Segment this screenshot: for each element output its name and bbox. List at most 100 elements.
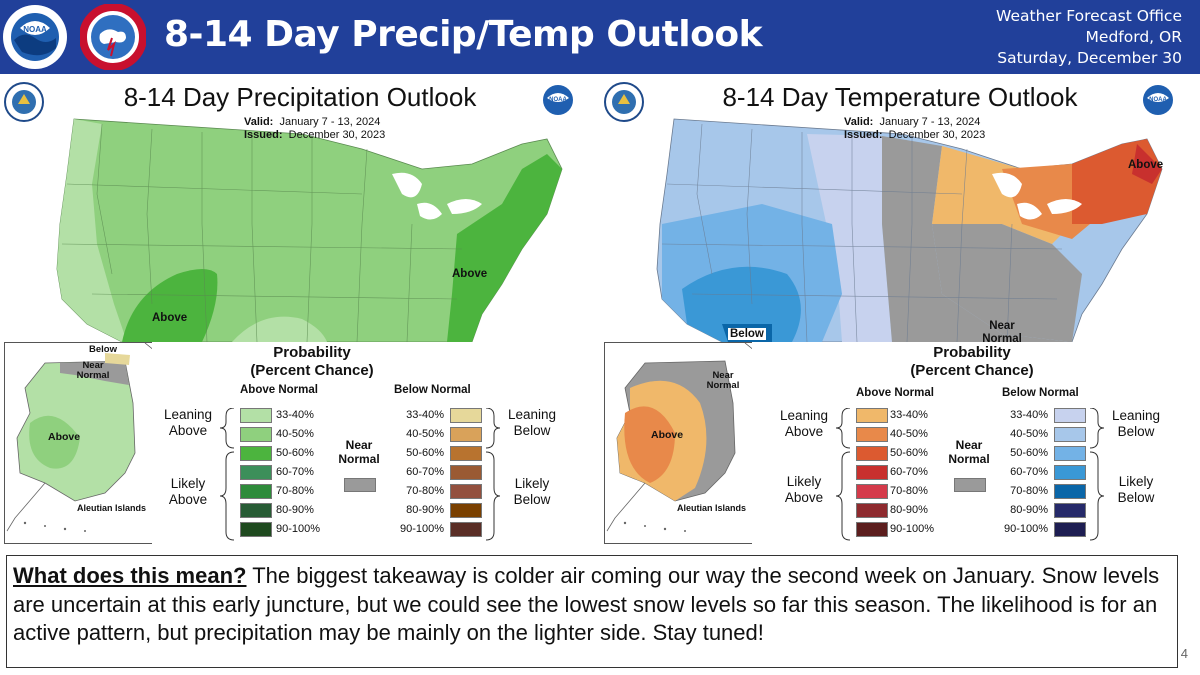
temp-panel: 8-14 Day Temperature Outlook NOAA Valid:… <box>602 74 1198 547</box>
legend-swatch-label: 50-60% <box>276 447 314 459</box>
legend-swatch-label: 33-40% <box>406 409 444 421</box>
legend-swatch-label: 33-40% <box>1010 409 1048 421</box>
office-info: Weather Forecast Office Medford, OR Satu… <box>996 6 1182 69</box>
temp-label-below-sw: Below <box>728 328 766 340</box>
alaska-map <box>6 343 155 532</box>
precip-title: 8-14 Day Precipitation Outlook <box>123 82 477 112</box>
temp-label-above-ne: Above <box>1128 159 1164 171</box>
legend-title-line1: Probability <box>933 344 1011 361</box>
legend-swatch <box>856 503 888 518</box>
legend-near-normal: Near Normal <box>948 438 990 466</box>
legend-swatch <box>856 484 888 499</box>
legend-leaning-below: Leaning Below <box>507 407 557 438</box>
legend-swatch-label: 90-100% <box>400 523 445 535</box>
precip-map <box>56 118 563 343</box>
noaa-small-icon: NOAA <box>1139 81 1177 119</box>
svg-text:NOAA: NOAA <box>23 25 47 34</box>
legend-below-head: Below Normal <box>1002 387 1079 399</box>
legend-title-line2: (Percent Chance) <box>250 362 374 379</box>
issued-value: December 30, 2023 <box>288 129 386 141</box>
legend-swatch-label: 50-60% <box>406 447 444 459</box>
temp-legend: Probability (Percent Chance) Above Norma… <box>752 342 1198 547</box>
precip-ak-below: Below <box>89 344 117 355</box>
legend-leaning-above: Leaning Above <box>163 407 213 438</box>
temp-ak-near: Near Normal <box>706 370 740 391</box>
precip-ak-near: Near Normal <box>76 360 110 381</box>
legend-swatch-label: 33-40% <box>890 409 928 421</box>
issued-label: Issued: <box>844 129 883 141</box>
legend-near-normal: Near Normal <box>338 438 380 466</box>
legend-swatch-label: 90-100% <box>276 523 321 535</box>
legend-swatch <box>450 465 482 480</box>
legend-swatch <box>856 446 888 461</box>
legend-swatch-label: 60-70% <box>890 466 928 478</box>
legend-swatch <box>1054 503 1086 518</box>
legend-swatch-label: 50-60% <box>890 447 928 459</box>
legend-swatch <box>240 484 272 499</box>
legend-swatch-label: 70-80% <box>276 485 314 497</box>
legend-swatch-label: 70-80% <box>890 485 928 497</box>
legend-swatch <box>240 465 272 480</box>
legend-swatch-label: 80-90% <box>890 504 928 516</box>
legend-swatch <box>856 522 888 537</box>
explanation-lead: What does this mean? <box>13 563 247 588</box>
legend-above-braces <box>219 408 235 541</box>
legend-above-braces <box>835 408 851 541</box>
legend-swatch <box>240 408 272 423</box>
legend-swatch <box>450 503 482 518</box>
header-bar: NOAA 8-14 Day Precip/Temp Outlook Weathe… <box>0 0 1200 74</box>
legend-below-braces <box>1089 408 1105 541</box>
precip-panel: 8-14 Day Precipitation Outlook NOAA Vali… <box>2 74 598 547</box>
legend-swatch <box>450 522 482 537</box>
legend-swatch-label: 40-50% <box>1010 428 1048 440</box>
legend-likely-above: Likely Above <box>784 474 824 505</box>
legend-swatch <box>240 522 272 537</box>
temp-valid-block: Valid: January 7 - 13, 2024 Issued: Dece… <box>844 116 985 142</box>
office-name: Weather Forecast Office <box>996 7 1182 25</box>
valid-value: January 7 - 13, 2024 <box>879 116 981 128</box>
legend-near-swatch <box>954 478 986 492</box>
legend-title: Probability (Percent Chance) <box>152 344 472 380</box>
legend-near-swatch <box>344 478 376 492</box>
legend-swatch <box>1054 427 1086 442</box>
legend-likely-below: Likely Below <box>513 476 551 507</box>
legend-swatch-label: 80-90% <box>1010 504 1048 516</box>
noaa-logo: NOAA <box>3 5 67 69</box>
precip-label-above-ne: Above <box>452 268 488 280</box>
legend-swatch-label: 40-50% <box>406 428 444 440</box>
legend-title-line1: Probability <box>273 344 351 361</box>
legend-swatch-label: 90-100% <box>890 523 935 535</box>
valid-value: January 7 - 13, 2024 <box>279 116 381 128</box>
legend-likely-above: Likely Above <box>168 476 208 507</box>
doc-seal-icon <box>604 82 644 122</box>
precip-alaska-inset: Below Near Normal Above Aleutian Islands <box>4 342 156 544</box>
legend-swatch-label: 60-70% <box>276 466 314 478</box>
doc-seal-icon <box>4 82 44 122</box>
temp-title: 8-14 Day Temperature Outlook <box>722 82 1078 112</box>
valid-label: Valid: <box>244 116 274 128</box>
legend-leaning-below: Leaning Below <box>1111 408 1161 439</box>
svg-text:NOAA: NOAA <box>1149 97 1167 103</box>
precip-ak-above: Above <box>48 431 81 443</box>
legend-swatch <box>240 446 272 461</box>
legend-swatch-label: 80-90% <box>276 504 314 516</box>
legend-swatch <box>450 446 482 461</box>
legend-swatch-label: 70-80% <box>1010 485 1048 497</box>
legend-title-line2: (Percent Chance) <box>910 362 1034 379</box>
legend-swatch <box>856 465 888 480</box>
legend-swatch <box>856 427 888 442</box>
precip-label-above-sw: Above <box>152 312 188 324</box>
legend-swatch-label: 33-40% <box>276 409 314 421</box>
explanation-body: The biggest takeaway is colder air comin… <box>13 563 1160 645</box>
page-title: 8-14 Day Precip/Temp Outlook <box>164 14 763 55</box>
temp-alaska-inset: Near Normal Above Aleutian Islands <box>604 342 756 544</box>
legend-swatch <box>450 408 482 423</box>
legend-below-braces <box>485 408 501 541</box>
legend-swatch <box>1054 446 1086 461</box>
precip-aleutian-label: Aleutian Islands <box>77 503 147 513</box>
issued-value: December 30, 2023 <box>888 129 986 141</box>
office-date: Saturday, December 30 <box>997 49 1182 67</box>
noaa-small-icon: NOAA <box>539 81 577 119</box>
legend-swatch-label: 40-50% <box>890 428 928 440</box>
legend-swatch-label: 70-80% <box>406 485 444 497</box>
